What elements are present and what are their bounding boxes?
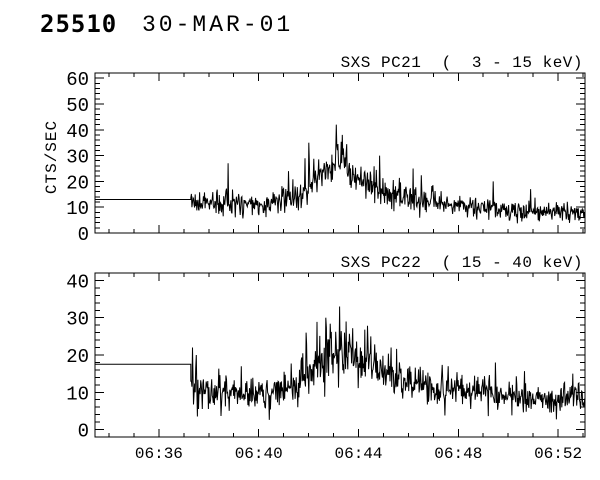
x-tick-label: 06:48 bbox=[434, 445, 482, 463]
light-curve-pc21 bbox=[95, 124, 586, 224]
x-tick-label: 06:40 bbox=[235, 445, 283, 463]
y-tick-label: 10 bbox=[66, 198, 89, 220]
y-tick-label: 30 bbox=[66, 309, 89, 331]
ticks-pc22 bbox=[95, 272, 585, 438]
panel-title-pc21: SXS PC21 ( 3 - 15 keV) bbox=[341, 54, 583, 72]
y-axis-label: CTS/SEC bbox=[43, 120, 61, 194]
panel-pc21 bbox=[94, 72, 586, 234]
y-tick-label: 30 bbox=[66, 147, 89, 169]
y-tick-label: 50 bbox=[66, 95, 89, 117]
x-tick-label: 06:44 bbox=[334, 445, 382, 463]
light-curve-pc22 bbox=[95, 306, 586, 420]
panel-pc22 bbox=[94, 272, 586, 438]
axes-box-pc21 bbox=[94, 72, 586, 234]
y-tick-label: 20 bbox=[66, 172, 89, 194]
panel-title-pc22: SXS PC22 ( 15 - 40 keV) bbox=[341, 254, 583, 272]
ticks-pc21 bbox=[95, 72, 585, 234]
y-tick-label: 20 bbox=[66, 346, 89, 368]
observation-number: 25510 bbox=[40, 10, 118, 38]
y-tick-label: 40 bbox=[66, 121, 89, 143]
y-tick-label: 0 bbox=[78, 224, 89, 246]
y-tick-label: 40 bbox=[66, 272, 89, 294]
y-tick-label: 10 bbox=[66, 383, 89, 405]
x-tick-label: 06:52 bbox=[534, 445, 582, 463]
y-tick-label: 0 bbox=[78, 421, 89, 443]
x-tick-label: 06:36 bbox=[135, 445, 183, 463]
y-tick-label: 60 bbox=[66, 69, 89, 91]
observation-date: 30-MAR-01 bbox=[142, 12, 294, 38]
